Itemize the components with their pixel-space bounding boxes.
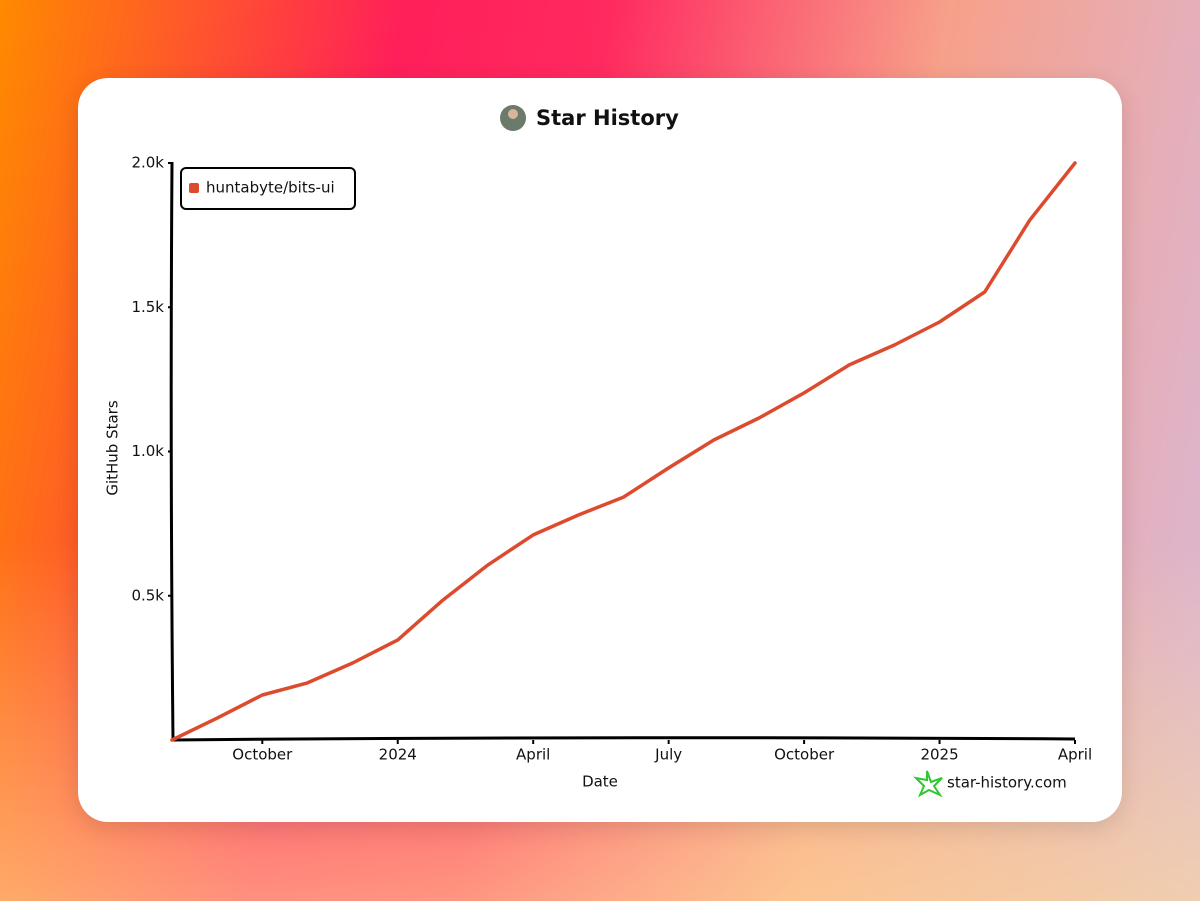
watermark: star-history.com <box>947 774 1067 792</box>
x-tick-label: April <box>516 746 550 764</box>
x-tick-label: October <box>774 746 835 764</box>
x-tick-label: October <box>232 746 293 764</box>
x-axis <box>171 736 1076 742</box>
x-tick-label: 2024 <box>379 746 417 764</box>
watermark-icon <box>913 770 943 798</box>
y-axis-title: GitHub Stars <box>104 400 122 496</box>
y-tick-label: 1.5k <box>131 298 164 316</box>
x-tick-label: April <box>1058 746 1092 764</box>
x-axis-title: Date <box>582 773 618 791</box>
chart-title: Star History <box>536 106 679 130</box>
line-series <box>170 161 1077 742</box>
x-tick-label: 2025 <box>920 746 958 764</box>
y-tick-label: 2.0k <box>131 154 164 172</box>
y-tick-label: 0.5k <box>131 586 164 604</box>
legend-label: huntabyte/bits-ui <box>206 179 335 197</box>
avatar-face <box>508 109 518 119</box>
legend-swatch <box>189 183 199 193</box>
y-tick-label: 1.0k <box>131 442 164 460</box>
x-tick-label: July <box>654 746 682 764</box>
legend-box <box>180 167 356 210</box>
